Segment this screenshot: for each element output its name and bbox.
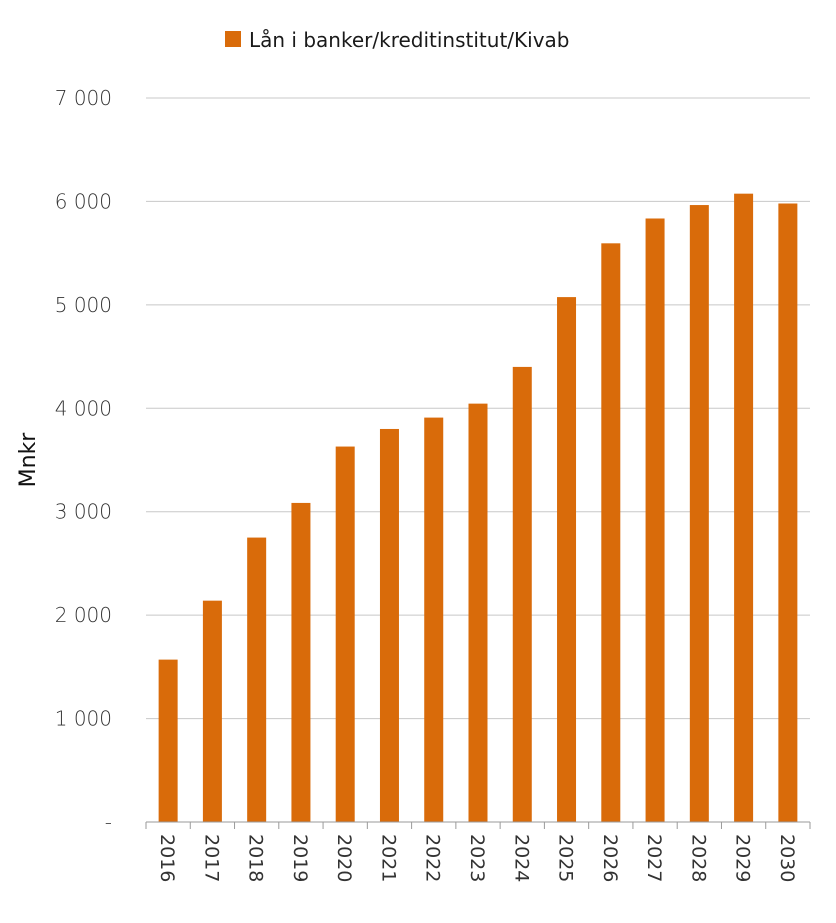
bars	[158, 193, 798, 823]
bar	[557, 297, 577, 823]
bar	[778, 203, 798, 823]
x-tick-label: 2017	[200, 834, 222, 882]
x-tick-label: 2025	[555, 834, 577, 882]
bar	[689, 205, 709, 822]
bar	[512, 366, 532, 822]
y-tick-label: 5 000	[55, 293, 112, 317]
x-tick-label: 2016	[156, 834, 178, 882]
bar	[645, 218, 665, 823]
legend-swatch	[225, 31, 241, 47]
bar	[202, 600, 222, 822]
x-tick-label: 2024	[510, 834, 532, 882]
x-axis-ticks: 2016 2017 2018 2019 2020 2021 2022 2023 2024 2025…	[156, 834, 798, 882]
y-axis-label: Mnkr	[16, 432, 41, 488]
bar	[468, 403, 488, 822]
y-tick-label: 6 000	[55, 189, 112, 213]
bar	[158, 659, 178, 822]
x-tick-label: 2027	[643, 834, 665, 882]
y-tick-label: 1 000	[55, 707, 112, 731]
y-tick-label: -	[105, 810, 112, 834]
bar	[734, 193, 754, 822]
x-tick-label: 2019	[289, 834, 311, 882]
x-axis	[145, 821, 811, 829]
legend: Lån i banker/kreditinstitut/Kivab	[225, 28, 569, 52]
legend-label: Lån i banker/kreditinstitut/Kivab	[249, 28, 569, 52]
y-tick-label: 2 000	[55, 603, 112, 627]
bar	[335, 446, 355, 822]
x-tick-label: 2028	[687, 834, 709, 882]
x-tick-label: 2020	[333, 834, 355, 882]
x-tick-label: 2023	[466, 834, 488, 882]
y-axis-ticks: - 1 000 2 000 3 000 4 000 5 000 6 000 7 000	[55, 86, 112, 834]
y-tick-label: 4 000	[55, 396, 112, 420]
bar	[247, 537, 267, 822]
x-tick-label: 2026	[599, 834, 621, 882]
y-tick-label: 7 000	[55, 86, 112, 110]
x-tick-label: 2022	[422, 834, 444, 882]
bar	[601, 243, 621, 822]
x-tick-label: 2021	[377, 834, 399, 882]
bar	[424, 417, 444, 822]
x-tick-label: 2018	[245, 834, 267, 882]
y-tick-label: 3 000	[55, 500, 112, 524]
x-tick-label: 2029	[732, 834, 754, 882]
bar	[379, 428, 399, 822]
x-tick-label: 2030	[776, 834, 798, 882]
bar	[291, 502, 311, 822]
